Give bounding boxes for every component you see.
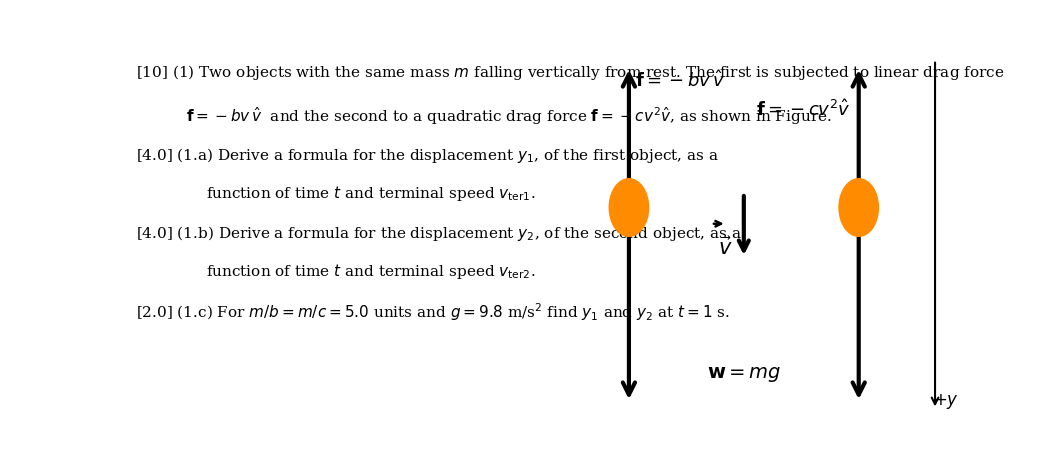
Text: [10] (1) Two objects with the same mass $m$ falling vertically from rest. The fi: [10] (1) Two objects with the same mass … [137, 63, 1005, 82]
Text: $\vec{v}$: $\vec{v}$ [718, 236, 732, 259]
Text: $\mathbf{w} = \mathit{mg}$: $\mathbf{w} = \mathit{mg}$ [706, 365, 782, 384]
Ellipse shape [609, 179, 648, 236]
Text: $\mathbf{f} =-bv\,\hat{v}$: $\mathbf{f} =-bv\,\hat{v}$ [634, 71, 724, 91]
Text: function of time $t$ and terminal speed $v_{\mathrm{ter2}}$.: function of time $t$ and terminal speed … [207, 262, 536, 280]
Ellipse shape [839, 179, 878, 236]
Text: [4.0] (1.a) Derive a formula for the displacement $y_1$, of the first object, as: [4.0] (1.a) Derive a formula for the dis… [137, 146, 719, 165]
Text: $\mathbf{f} =-bv\,\hat{v}$  and the second to a quadratic drag force $\mathbf{f}: $\mathbf{f} =-bv\,\hat{v}$ and the secon… [185, 105, 831, 127]
Text: function of time $t$ and terminal speed $v_{\mathrm{ter1}}$.: function of time $t$ and terminal speed … [207, 184, 536, 203]
Text: $+y$: $+y$ [933, 392, 959, 411]
Text: [4.0] (1.b) Derive a formula for the displacement $y_2$, of the second object, a: [4.0] (1.b) Derive a formula for the dis… [137, 224, 742, 243]
Text: $\mathbf{f} =-cv^2\hat{v}$: $\mathbf{f} =-cv^2\hat{v}$ [756, 99, 850, 120]
Text: [2.0] (1.c) For $m/b = m/c = 5.0$ units and $g = 9.8$ m/s$^2$ find $y_1$ and $y_: [2.0] (1.c) For $m/b = m/c = 5.0$ units … [137, 301, 731, 323]
